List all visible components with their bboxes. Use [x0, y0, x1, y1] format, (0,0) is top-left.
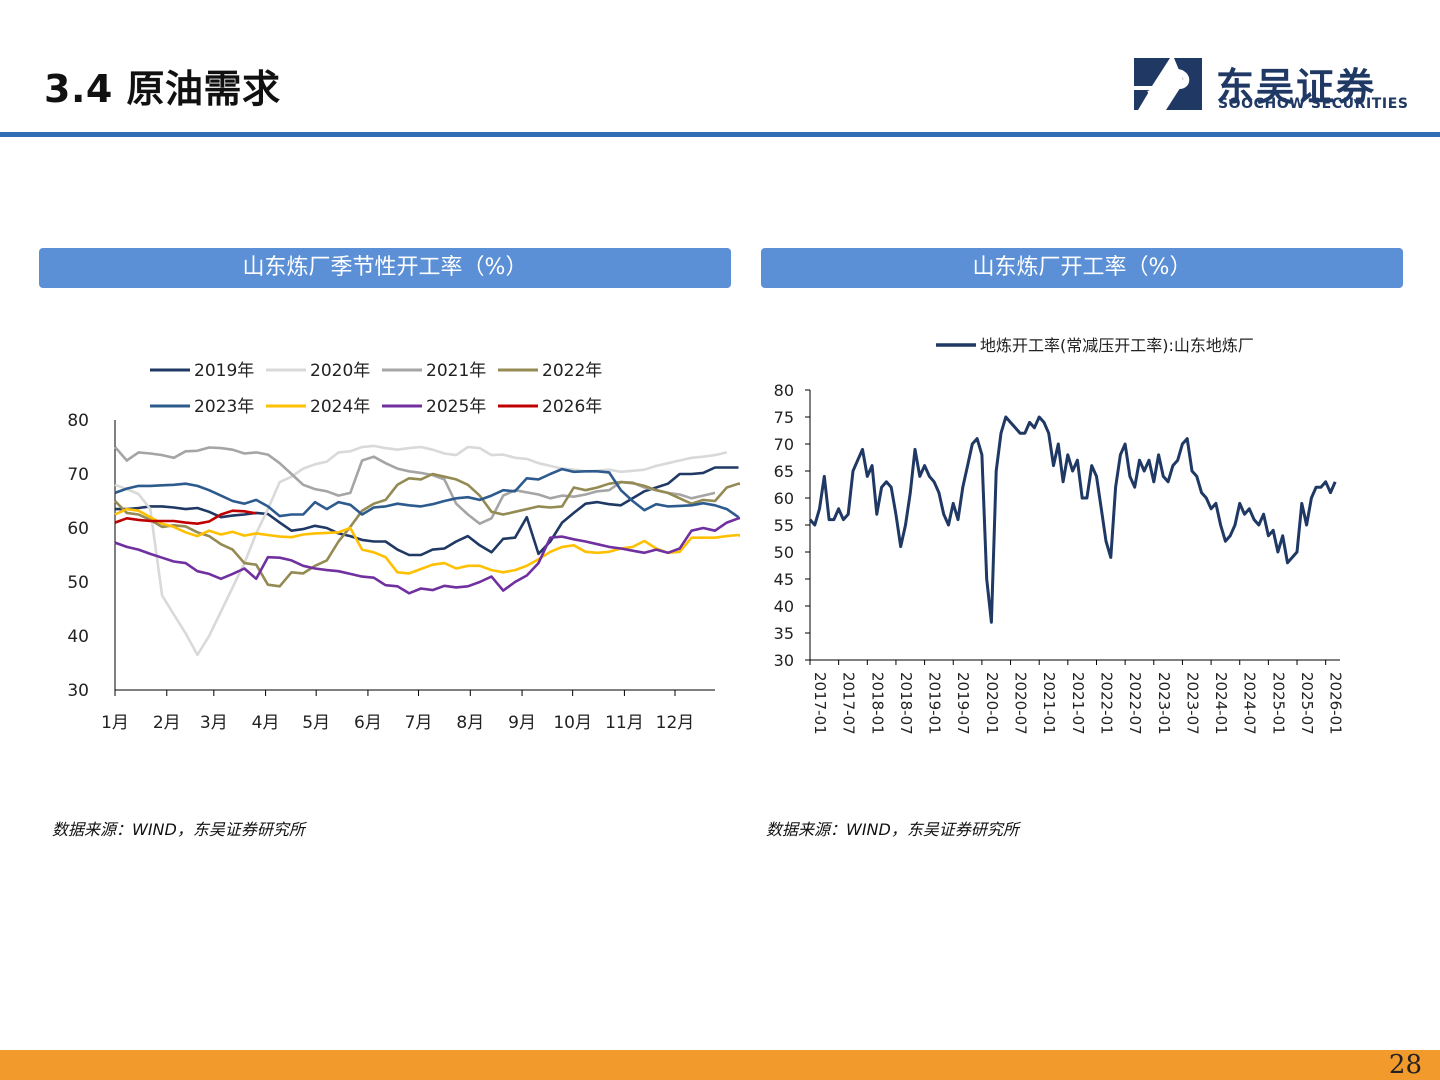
legend-label: 地炼开工率(常减压开工率):山东地炼厂 [980, 336, 1254, 355]
page-title: 3.4 原油需求 [44, 67, 281, 111]
x-tick-label: 2021-01 [1040, 672, 1058, 735]
legend-label: 2023年 [194, 397, 254, 417]
x-tick-label: 4月 [252, 713, 280, 733]
y-tick-label: 65 [774, 462, 794, 481]
x-tick-label: 2019-01 [926, 672, 944, 735]
x-tick-label: 12月 [656, 713, 695, 733]
x-tick-label: 2020-01 [983, 672, 1001, 735]
x-tick-label: 2018-01 [868, 672, 886, 735]
x-tick-label: 2022-07 [1126, 672, 1144, 735]
legend-label: 2024年 [310, 397, 370, 417]
left-chart-title: 山东炼厂季节性开工率（%） [39, 248, 731, 288]
x-tick-label: 2017-07 [840, 672, 858, 735]
legend-label: 2022年 [542, 361, 602, 381]
series-line [114, 509, 257, 525]
x-tick-label: 2020-07 [1012, 672, 1030, 735]
y-tick-label: 75 [774, 408, 794, 427]
logo-english-name: SOOCHOW SECURITIES [1218, 96, 1409, 112]
x-tick-label: 2023-07 [1183, 672, 1201, 735]
x-tick-label: 2024-07 [1241, 672, 1259, 735]
y-tick-label: 30 [774, 651, 794, 670]
company-logo: 东吴证券 SOOCHOW SECURITIES [1130, 56, 1410, 116]
series-line [808, 415, 1337, 624]
x-tick-label: 2023-01 [1155, 672, 1173, 735]
x-tick-label: 2017-01 [811, 672, 829, 735]
seasonal-utilization-chart: 30 40 50 60 70 80 1月 2月 3月 4月 5月 6月 7月 8月 9月 10月 11月 12月 2… [67, 361, 740, 733]
utilization-history-chart: 30 35 40 45 50 55 60 65 70 75 80 2017-01 2017-07 2018… [774, 336, 1345, 735]
y-tick-label: 35 [774, 624, 794, 643]
x-tick-label: 2025-01 [1269, 672, 1287, 735]
y-tick-label: 30 [67, 681, 89, 701]
x-tick-label: 2024-01 [1212, 672, 1230, 735]
y-tick-label: 80 [67, 411, 89, 431]
y-tick-label: 55 [774, 516, 794, 535]
y-tick-label: 40 [774, 597, 794, 616]
series-line [114, 516, 740, 595]
y-tick-label: 40 [67, 627, 89, 647]
series-line [114, 472, 740, 588]
x-tick-label: 3月 [200, 713, 228, 733]
legend-label: 2025年 [426, 397, 486, 417]
y-tick-label: 50 [67, 573, 89, 593]
right-source-note: 数据来源：WIND，东吴证券研究所 [766, 820, 1019, 839]
x-tick-label: 11月 [605, 713, 644, 733]
right-chart-title: 山东炼厂开工率（%） [761, 248, 1403, 288]
x-tick-label: 6月 [354, 713, 382, 733]
logo-chinese-name: 东吴证券 [1216, 65, 1377, 109]
y-tick-label: 60 [774, 489, 794, 508]
footer-bar [0, 1050, 1440, 1080]
x-tick-label: 2025-07 [1298, 672, 1316, 735]
x-tick-label: 7月 [405, 713, 433, 733]
x-tick-label: 1月 [101, 713, 129, 733]
y-tick-label: 80 [774, 381, 794, 400]
y-tick-label: 70 [774, 435, 794, 454]
x-tick-label: 8月 [456, 713, 484, 733]
x-tick-label: 5月 [302, 713, 330, 733]
x-tick-label: 2022-01 [1098, 672, 1116, 735]
x-tick-label: 2021-07 [1069, 672, 1087, 735]
legend-label: 2021年 [426, 361, 486, 381]
header-divider [0, 132, 1440, 137]
page-number: 28 [1388, 1050, 1422, 1080]
x-tick-label: 2026-01 [1327, 672, 1345, 735]
x-tick-label: 2019-07 [954, 672, 972, 735]
left-source-note: 数据来源：WIND，东吴证券研究所 [52, 820, 305, 839]
x-tick-label: 2018-07 [897, 672, 915, 735]
series-line [114, 467, 740, 519]
x-tick-label: 2月 [153, 713, 181, 733]
x-tick-label: 10月 [553, 713, 592, 733]
x-tick-label: 9月 [508, 713, 536, 733]
series-line [114, 444, 728, 657]
series-line [114, 446, 716, 525]
y-tick-label: 70 [67, 465, 89, 485]
legend-label: 2020年 [310, 361, 370, 381]
series-line [114, 507, 740, 575]
legend-label: 2026年 [542, 397, 602, 417]
y-tick-label: 45 [774, 570, 794, 589]
y-tick-label: 60 [67, 519, 89, 539]
y-tick-label: 50 [774, 543, 794, 562]
legend-label: 2019年 [194, 361, 254, 381]
soochow-logo-icon [1134, 58, 1202, 110]
